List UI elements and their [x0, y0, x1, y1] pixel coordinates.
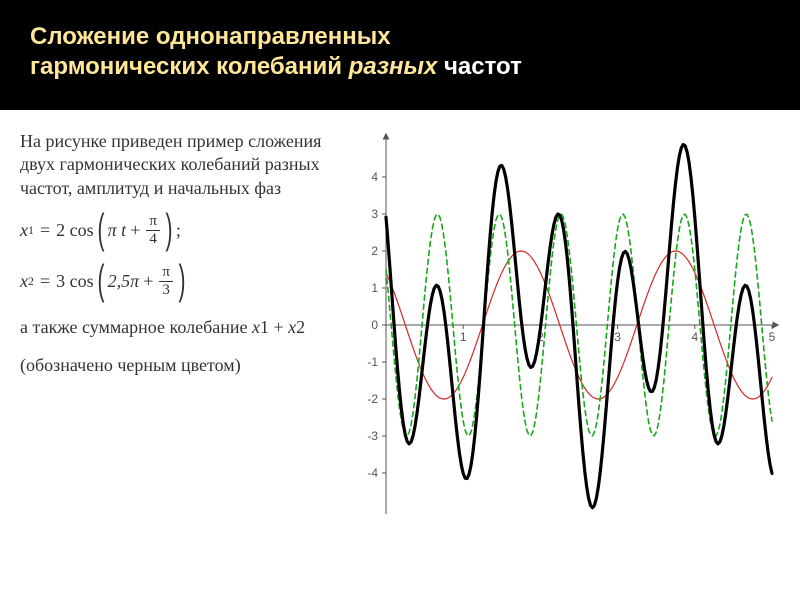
svg-text:3: 3 — [371, 207, 378, 221]
svg-text:-4: -4 — [367, 466, 378, 480]
formula-x2: x2 = 3 cos ( 2,5π + π 3 ) — [20, 265, 342, 298]
svg-text:-1: -1 — [367, 355, 378, 369]
svg-text:5: 5 — [769, 330, 776, 344]
slide-title: Сложение однонаправленных гармонических … — [30, 22, 770, 82]
svg-text:0: 0 — [371, 318, 378, 332]
chart-column: -4-3-2-10123412345 — [352, 130, 782, 530]
svg-text:-2: -2 — [367, 392, 378, 406]
svg-text:3: 3 — [614, 330, 621, 344]
formula-block: x1 = 2 cos ( π t + π 4 ) ; x2 = 3 cos ( … — [20, 214, 342, 298]
svg-text:4: 4 — [371, 170, 378, 184]
title-line2-rest: частот — [444, 53, 522, 80]
formula-x1: x1 = 2 cos ( π t + π 4 ) ; — [20, 214, 342, 247]
paragraph-3: (обозначено черным цветом) — [20, 354, 342, 377]
paragraph-2: а также суммарное колебание x1 + x2 — [20, 316, 342, 339]
slide-header: Сложение однонаправленных гармонических … — [0, 0, 800, 110]
svg-text:1: 1 — [460, 330, 467, 344]
oscillation-chart: -4-3-2-10123412345 — [352, 130, 782, 530]
title-line2a: гармонических колебаний — [30, 53, 342, 80]
svg-text:1: 1 — [371, 281, 378, 295]
svg-text:4: 4 — [691, 330, 698, 344]
title-line1: Сложение однонаправленных — [30, 23, 391, 50]
svg-text:2: 2 — [371, 244, 378, 258]
content-area: На рисунке приведен пример сложения двух… — [0, 110, 800, 530]
title-line2-italic: разных — [349, 53, 438, 80]
svg-text:-3: -3 — [367, 429, 378, 443]
text-column: На рисунке приведен пример сложения двух… — [20, 130, 342, 530]
paragraph-1: На рисунке приведен пример сложения двух… — [20, 130, 342, 200]
